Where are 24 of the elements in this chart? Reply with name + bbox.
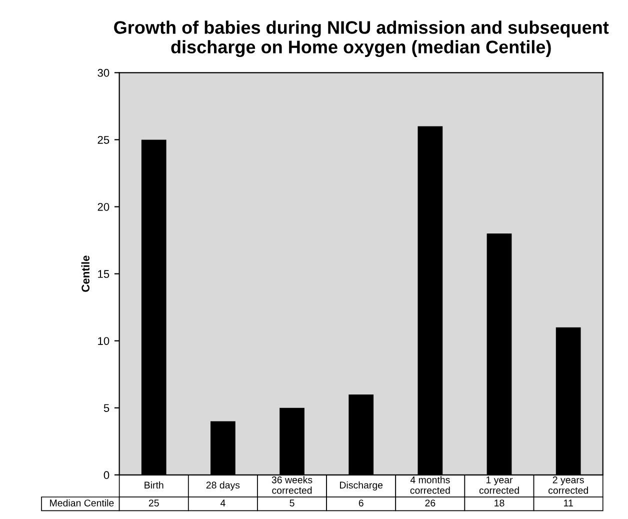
y-tick-label: 0 xyxy=(104,471,110,480)
y-axis-title: Centile xyxy=(81,256,90,292)
x-tick-label: 36 weeks corrected xyxy=(272,476,312,494)
data-label: 6 xyxy=(358,500,364,506)
x-tick-label: Birth xyxy=(144,481,164,489)
x-tick-label: 28 days xyxy=(206,481,240,490)
y-tick-label: 15 xyxy=(98,270,110,278)
data-label: 11 xyxy=(564,500,573,506)
y-tick-label: 10 xyxy=(98,337,110,345)
chart-title: Growth of babies during NICU admission and subsequent discharge on Home oxygen (median Centile) xyxy=(114,20,609,58)
data-label: 4 xyxy=(220,500,226,506)
x-tick-label: 1 year corrected xyxy=(479,476,519,494)
x-tick-label: 4 months corrected xyxy=(410,476,450,494)
text: Median Centile xyxy=(50,499,114,506)
y-tick-label: 25 xyxy=(98,136,110,144)
x-tick-label: Discharge xyxy=(340,481,383,490)
y-tick-label: 20 xyxy=(98,203,110,211)
y-tick-label: 30 xyxy=(98,68,110,77)
data-label: 5 xyxy=(290,500,294,506)
data-label: 25 xyxy=(148,500,159,506)
data-label: 26 xyxy=(425,500,436,506)
data-label: 18 xyxy=(494,500,504,506)
y-tick-label: 5 xyxy=(104,404,110,412)
x-tick-label: 2 years corrected xyxy=(548,476,588,494)
